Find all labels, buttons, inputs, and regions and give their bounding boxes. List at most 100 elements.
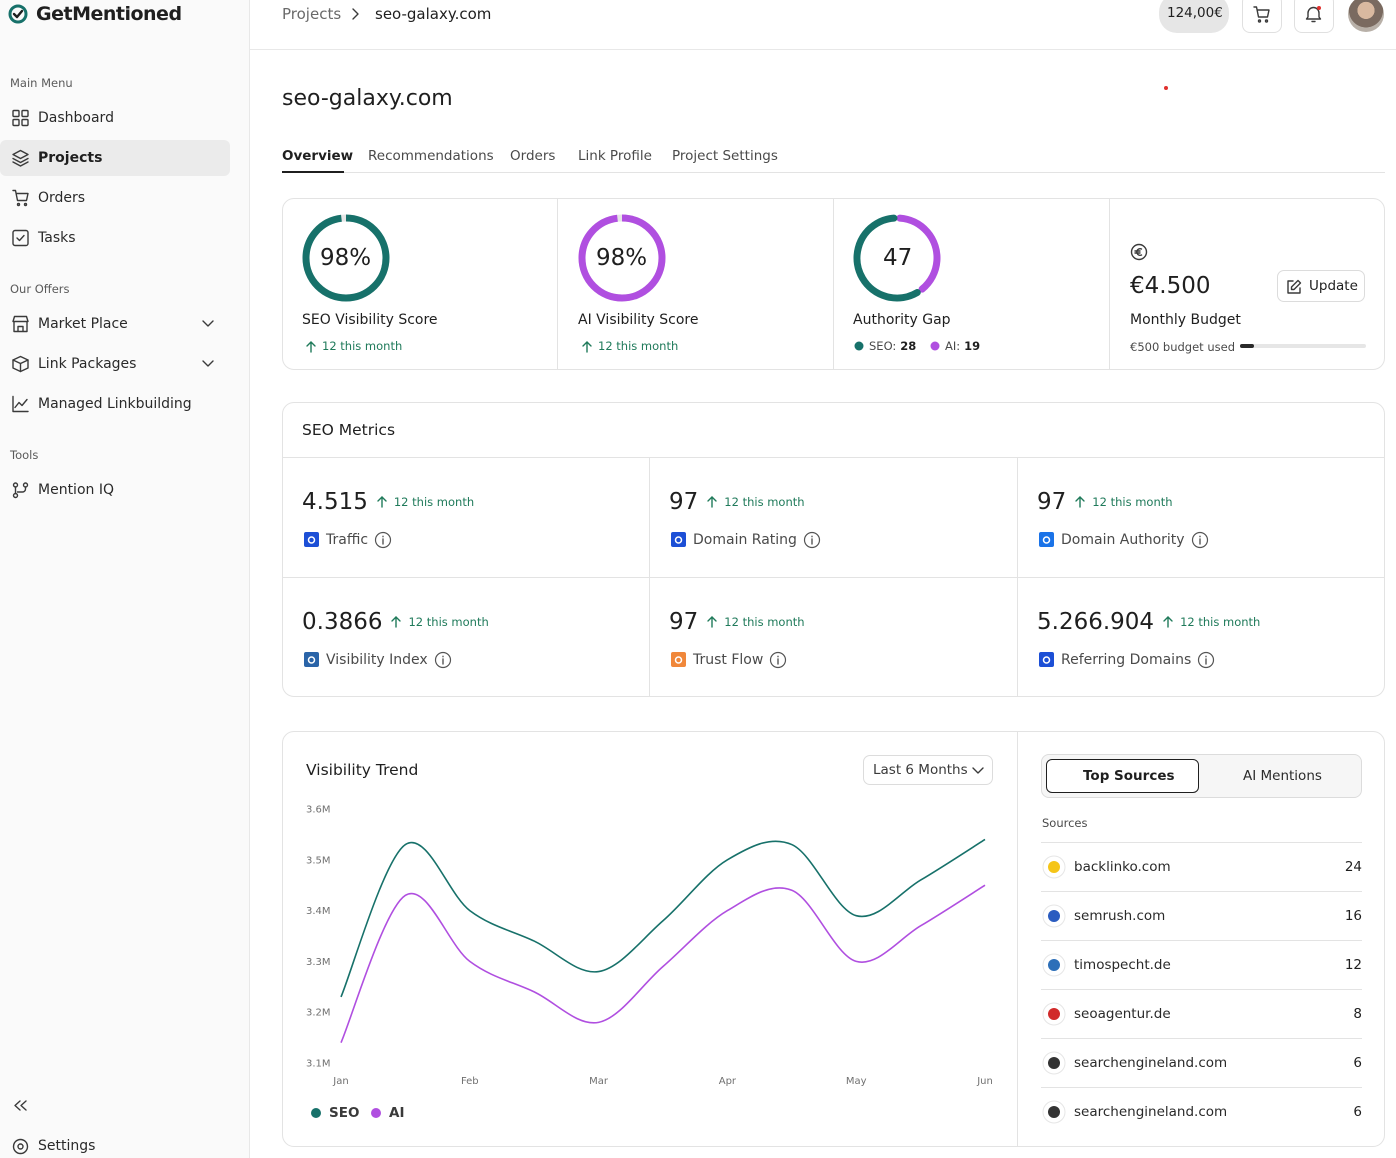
legend-dot	[854, 341, 864, 351]
x-tick-label: Feb	[461, 1076, 479, 1087]
y-tick-label: 3.2M	[306, 1008, 331, 1019]
topbar-border	[250, 49, 1396, 50]
divider	[649, 458, 650, 696]
info-icon[interactable]	[374, 531, 392, 549]
cart-icon	[1253, 6, 1270, 23]
cart-button[interactable]	[1242, 0, 1282, 33]
balance: 124,00€	[1167, 5, 1223, 21]
score-label: AI Visibility Score	[578, 312, 699, 328]
source-logo-mark	[1048, 1106, 1060, 1118]
source-tab[interactable]: AI Mentions	[1243, 768, 1322, 784]
divider	[283, 577, 1384, 578]
menu-item[interactable]: Projects	[38, 150, 103, 166]
breadcrumb: seo-galaxy.com	[375, 5, 492, 23]
source-count: 24	[1344, 859, 1362, 875]
budget-track	[1240, 344, 1366, 348]
metric-icon	[671, 652, 686, 667]
tab[interactable]: Overview	[282, 148, 354, 164]
metric-value-row: 4.515 12 this month	[302, 487, 474, 517]
info-icon[interactable]	[803, 531, 821, 549]
metric-label-row: Visibility Index	[326, 645, 452, 675]
source-tab-active[interactable]	[1046, 759, 1199, 793]
divider	[283, 457, 1384, 458]
source-domain: backlinko.com	[1074, 859, 1171, 875]
gap-legend-name: AI:	[945, 339, 961, 353]
x-tick-label: May	[846, 1076, 867, 1087]
source-count: 6	[1353, 1055, 1362, 1071]
y-tick-label: 3.1M	[306, 1059, 331, 1070]
info-icon[interactable]	[769, 651, 787, 669]
info-icon[interactable]	[1191, 531, 1209, 549]
active-item	[0, 140, 230, 176]
y-tick-label: 3.5M	[306, 855, 331, 866]
menu-item[interactable]: Mention IQ	[38, 482, 114, 498]
source-logo-mark	[1048, 861, 1060, 873]
tabs-border	[282, 172, 1385, 173]
metric-label: Visibility Index	[326, 652, 428, 668]
metric-value: 5.266.904	[1037, 609, 1155, 635]
tab[interactable]: Project Settings	[672, 148, 778, 164]
score-value: 98%	[320, 245, 372, 271]
metric-label-row: Referring Domains	[1061, 645, 1215, 675]
x-tick-label: Apr	[719, 1076, 737, 1087]
divider	[1017, 732, 1018, 1146]
menu-item[interactable]: Orders	[38, 190, 86, 206]
source-domain: semrush.com	[1074, 908, 1166, 924]
metric-change: 12 this month	[724, 495, 805, 509]
tab[interactable]: Orders	[510, 148, 556, 164]
x-tick-label: Jun	[976, 1076, 993, 1087]
tab[interactable]: Link Profile	[578, 148, 652, 164]
source-tab[interactable]: Top Sources	[1083, 768, 1175, 784]
balance-pill[interactable]	[1159, 0, 1229, 33]
metric-icon-glyph	[307, 536, 316, 544]
metric-value-row: 97 12 this month	[669, 487, 805, 517]
menu-icon	[12, 149, 29, 167]
arrow-up	[707, 496, 717, 508]
menu-item[interactable]: Tasks	[38, 230, 76, 246]
menu-item[interactable]: Market Place	[38, 316, 128, 332]
gap-legend-name: SEO:	[869, 339, 897, 353]
x-tick-label: Jan	[332, 1076, 348, 1087]
info-icon[interactable]	[434, 651, 452, 669]
score-change: 12 this month	[322, 339, 403, 353]
divider	[833, 199, 834, 369]
legend-dot	[311, 1108, 321, 1118]
metric-value: 97	[1037, 489, 1067, 515]
settings[interactable]: Settings	[38, 1138, 96, 1154]
metric-icon-glyph	[307, 656, 316, 664]
info-icon[interactable]	[1197, 651, 1215, 669]
avatar[interactable]	[1348, 0, 1384, 32]
gap-legend-value: 19	[964, 339, 981, 353]
menu-item[interactable]: Link Packages	[38, 356, 137, 372]
brand: GetMentioned	[36, 3, 182, 25]
menu-item[interactable]: Dashboard	[38, 110, 114, 126]
update-button[interactable]	[1277, 270, 1365, 302]
metric-icon	[671, 532, 686, 547]
bell-button[interactable]	[1294, 0, 1334, 33]
chart-title: Visibility Trend	[306, 761, 419, 779]
metric-label-row: Traffic	[326, 525, 392, 555]
score-value: 98%	[596, 245, 648, 271]
update-button[interactable]: Update	[1309, 278, 1358, 294]
bell-icon	[1305, 6, 1322, 23]
edit-icon	[1287, 279, 1302, 294]
metric-label: Trust Flow	[693, 652, 764, 668]
source-domain: searchengineland.com	[1074, 1055, 1228, 1071]
metric-value-row: 97 12 this month	[669, 607, 805, 637]
gap-value: 47	[883, 245, 913, 271]
range-dropdown[interactable]: Last 6 Months	[873, 762, 968, 778]
tab-underline	[282, 171, 344, 173]
y-tick-label: 3.6M	[306, 805, 331, 816]
metric-label: Domain Authority	[1061, 532, 1185, 548]
tab[interactable]: Recommendations	[368, 148, 494, 164]
menu-section-title: Tools	[10, 448, 39, 462]
metric-label-row: Trust Flow	[693, 645, 787, 675]
euro-icon	[1130, 243, 1148, 261]
range-dropdown[interactable]	[863, 755, 993, 785]
source-logo-mark	[1048, 1008, 1060, 1020]
breadcrumb[interactable]: Projects	[282, 5, 342, 23]
source-count: 16	[1344, 908, 1362, 924]
metric-label-row: Domain Rating	[693, 525, 821, 555]
menu-item[interactable]: Managed Linkbuilding	[38, 396, 192, 412]
